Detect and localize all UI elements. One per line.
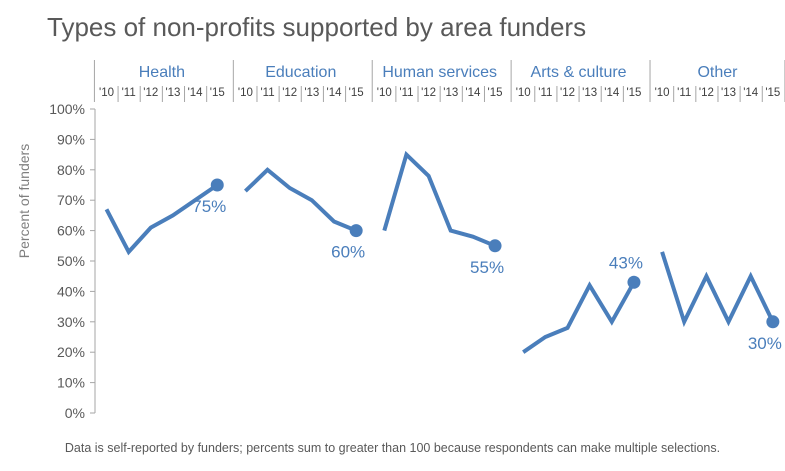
- y-tick-label: 30%: [57, 314, 85, 330]
- x-tick-label: '15: [488, 87, 503, 99]
- series-line: [104, 183, 219, 256]
- y-tick-label: 20%: [57, 344, 85, 360]
- y-tick-label: 70%: [57, 192, 85, 208]
- series-end-label: 43%: [609, 253, 643, 272]
- x-tick-label: '13: [304, 87, 319, 99]
- y-tick-label: 0%: [65, 405, 85, 421]
- x-tick-label: '15: [349, 87, 364, 99]
- x-tick-label: '15: [626, 87, 641, 99]
- series-end-marker: [210, 178, 224, 192]
- y-tick-label: 40%: [57, 283, 85, 299]
- series-end-marker: [488, 239, 502, 253]
- x-tick-label: '15: [210, 87, 225, 99]
- x-tick-label: '14: [743, 87, 759, 99]
- x-tick-label: '15: [765, 87, 780, 99]
- x-tick-label: '13: [165, 87, 180, 99]
- x-tick-label: '13: [443, 87, 458, 99]
- series-end-label: 75%: [192, 197, 226, 216]
- x-tick-label: '11: [677, 87, 691, 99]
- x-tick-label: '10: [238, 87, 253, 99]
- series-line: [522, 281, 636, 354]
- x-tick-label: '12: [421, 87, 436, 99]
- x-tick-label: '14: [327, 87, 343, 99]
- x-tick-label: '14: [188, 87, 204, 99]
- x-tick-label: '13: [721, 87, 736, 99]
- series-end-marker: [766, 315, 780, 329]
- group-label: Education: [265, 64, 336, 81]
- series-line: [244, 167, 357, 233]
- x-tick-label: '10: [516, 87, 531, 99]
- y-tick-label: 100%: [49, 101, 85, 117]
- x-tick-label: '14: [465, 87, 481, 99]
- x-tick-label: '14: [604, 87, 620, 99]
- group-label: Arts & culture: [531, 64, 627, 81]
- series-end-marker: [627, 275, 641, 289]
- x-tick-label: '11: [538, 87, 552, 99]
- y-tick-label: 90%: [57, 131, 85, 147]
- group-label: Health: [139, 64, 185, 81]
- x-tick-label: '11: [122, 87, 136, 99]
- series-end-label: 30%: [748, 334, 782, 353]
- chart-title: Types of non-profits supported by area f…: [47, 12, 587, 42]
- y-axis-title: Percent of funders: [16, 144, 32, 258]
- y-tick-label: 10%: [57, 375, 85, 391]
- x-tick-label: '12: [282, 87, 297, 99]
- x-tick-label: '10: [99, 87, 114, 99]
- series-end-label: 55%: [470, 258, 504, 277]
- series-line: [382, 150, 496, 248]
- y-tick-label: 80%: [57, 162, 85, 178]
- x-tick-label: '10: [655, 87, 670, 99]
- series-line: [660, 251, 775, 328]
- group-label: Human services: [382, 64, 497, 81]
- x-tick-label: '12: [699, 87, 714, 99]
- group-label: Other: [697, 64, 738, 81]
- x-axis: Health '10 '11 '12 '13 '14 '15 Education '10 '11 '…: [93, 60, 785, 102]
- x-tick-label: '10: [377, 87, 392, 99]
- y-tick-label: 60%: [57, 223, 85, 239]
- x-tick-label: '11: [399, 87, 413, 99]
- y-axis: 0% 10% 20% 30% 40% 50% 60% 70% 80% 90% 100% Percent…: [16, 101, 96, 421]
- x-tick-label: '12: [560, 87, 575, 99]
- series-end-label: 60%: [331, 243, 365, 262]
- x-tick-label: '13: [582, 87, 597, 99]
- x-tick-label: '11: [260, 87, 274, 99]
- y-tick-label: 50%: [57, 253, 85, 269]
- footnote: Data is self-reported by funders; percen…: [64, 441, 721, 455]
- series-end-marker: [349, 224, 363, 238]
- series-layer: 75% 60% 55% 43% 30%: [104, 150, 782, 354]
- x-tick-label: '12: [143, 87, 158, 99]
